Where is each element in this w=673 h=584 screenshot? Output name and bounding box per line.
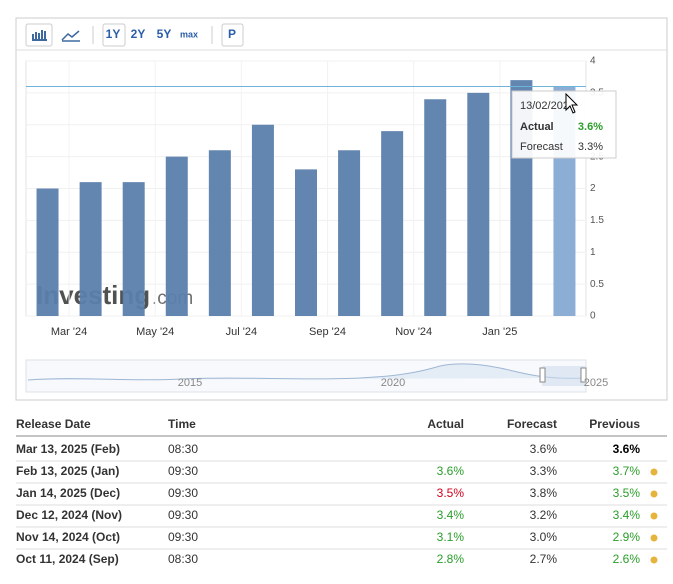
active-button[interactable] (102, 23, 126, 47)
tooltip (511, 90, 617, 159)
y-tick-label: 0.5 (590, 279, 604, 290)
table-header: Actual (427, 417, 464, 431)
release-date: Nov 14, 2024 (Oct) (16, 530, 120, 544)
bar[interactable] (36, 188, 59, 317)
y-tick-label: 0 (590, 311, 596, 322)
navigator-window[interactable] (542, 366, 585, 386)
previous: 2.9% (613, 530, 641, 544)
release-date: Dec 12, 2024 (Nov) (16, 508, 122, 522)
tooltip-label: Actual (520, 121, 554, 133)
line-icon[interactable] (61, 30, 80, 42)
table-header: Release Date (16, 417, 91, 431)
bar[interactable] (122, 182, 145, 316)
actual: 3.5% (437, 486, 465, 500)
time: 09:30 (168, 530, 198, 544)
navigator-label: 2025 (584, 377, 608, 389)
x-tick-label: Jan '25 (482, 326, 517, 338)
bar[interactable] (467, 92, 490, 316)
toolbar-button[interactable]: max (180, 29, 198, 39)
y-tick-label: 2 (590, 183, 596, 194)
time: 09:30 (168, 464, 198, 478)
toolbar-button[interactable]: P (228, 27, 236, 41)
time: 09:30 (168, 508, 198, 522)
x-tick-label: May '24 (136, 326, 174, 338)
x-tick-label: Mar '24 (51, 326, 87, 338)
table-header: Forecast (507, 417, 557, 431)
bar[interactable] (165, 156, 188, 316)
forecast: 3.6% (530, 442, 558, 456)
previous: 3.6% (613, 442, 641, 456)
navigator-label: 2015 (178, 377, 202, 389)
toolbar-button[interactable]: 1Y (106, 27, 121, 41)
release-date: Mar 13, 2025 (Feb) (16, 442, 120, 456)
tooltip-label: Forecast (520, 141, 563, 153)
time: 08:30 (168, 552, 198, 566)
y-tick-label: 1 (590, 247, 596, 258)
icon (32, 30, 47, 41)
release-date: Feb 13, 2025 (Jan) (16, 464, 119, 478)
x-tick-label: Nov '24 (395, 326, 432, 338)
release-date: Oct 11, 2024 (Sep) (16, 552, 119, 566)
x-tick-label: Jul '24 (226, 326, 257, 338)
bar-icon[interactable] (25, 23, 53, 47)
y-tick-label: 4 (590, 56, 596, 67)
bar[interactable] (251, 124, 274, 316)
bar[interactable] (338, 150, 361, 316)
actual: 3.6% (437, 464, 465, 478)
previous: 2.6% (613, 552, 641, 566)
button-frame[interactable] (221, 23, 244, 47)
forecast: 3.2% (530, 508, 558, 522)
tooltip-value: 3.6% (578, 121, 603, 133)
toolbar-button[interactable]: 2Y (131, 27, 146, 41)
actual: 3.1% (437, 530, 465, 544)
navigator-line (27, 363, 587, 381)
bar[interactable] (295, 169, 317, 316)
navigator-handle[interactable] (580, 367, 587, 383)
release-date: Jan 14, 2025 (Dec) (16, 486, 120, 500)
forecast: 3.8% (530, 486, 558, 500)
tooltip-date: 13/02/202 (520, 100, 569, 112)
toolbar-button[interactable]: 5Y (157, 27, 172, 41)
previous: 3.4% (613, 508, 641, 522)
revision-dot (650, 490, 658, 498)
x-tick-label: Sep '24 (309, 326, 346, 338)
time: 08:30 (168, 442, 198, 456)
revision-dot (650, 534, 658, 542)
cursor (565, 92, 579, 114)
navigator-label: 2020 (381, 377, 405, 389)
time: 09:30 (168, 486, 198, 500)
tooltip-value: 3.3% (578, 141, 603, 153)
navigator-handle[interactable] (539, 367, 546, 383)
bar[interactable] (381, 131, 404, 316)
y-tick-label: 1.5 (590, 215, 604, 226)
actual: 2.8% (437, 552, 465, 566)
table-header: Previous (589, 417, 640, 431)
bar[interactable] (79, 182, 102, 316)
revision-dot (650, 512, 658, 520)
table-header: Time (168, 417, 196, 431)
forecast: 2.7% (530, 552, 558, 566)
revision-dot (650, 468, 658, 476)
revision-dot (650, 556, 658, 564)
forecast: 3.3% (530, 464, 558, 478)
actual: 3.4% (437, 508, 465, 522)
bar[interactable] (208, 150, 231, 316)
forecast: 3.0% (530, 530, 558, 544)
bar[interactable] (424, 99, 447, 316)
previous: 3.7% (613, 464, 641, 478)
previous: 3.5% (613, 486, 641, 500)
